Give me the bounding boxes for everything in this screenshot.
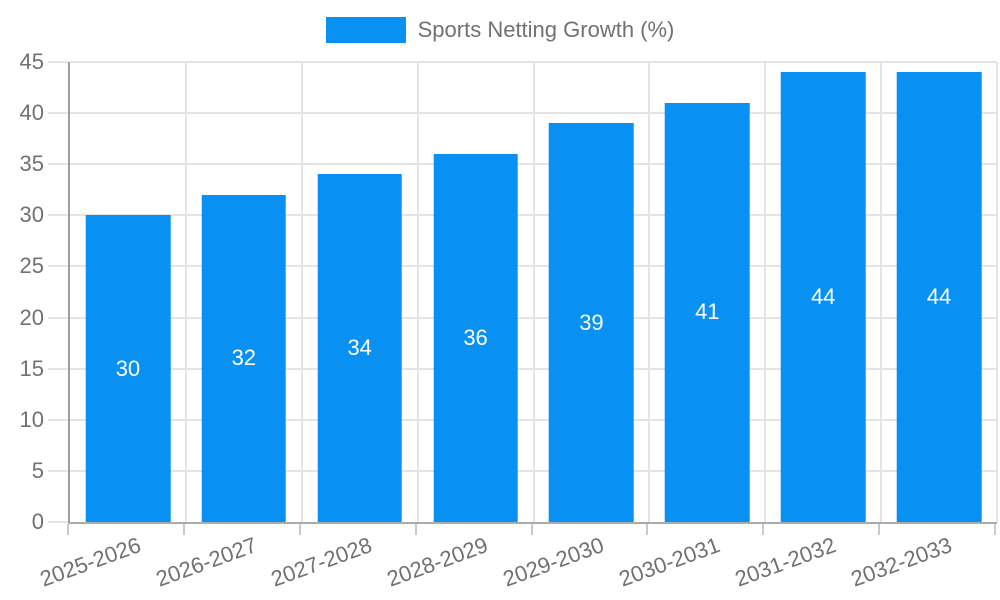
y-tick-label: 20 <box>19 304 44 330</box>
y-axis-tick <box>48 469 68 472</box>
bar-value-label: 32 <box>231 345 257 371</box>
gridline-v <box>996 62 998 522</box>
bar: 34 <box>317 174 402 522</box>
bar-value-label: 39 <box>579 309 604 335</box>
gridline-v <box>880 62 883 522</box>
x-tick-label: 2025-2026 <box>36 532 144 592</box>
gridline-v <box>764 62 767 522</box>
y-tick-label: 15 <box>19 355 44 381</box>
y-tick-label: 30 <box>19 202 44 228</box>
bar-value-label: 30 <box>115 355 141 381</box>
x-tick-label: 2027-2028 <box>268 532 376 592</box>
x-axis-tick <box>878 524 881 535</box>
x-axis-tick <box>67 524 69 535</box>
y-axis-tick <box>48 418 68 421</box>
y-axis-tick <box>48 521 68 523</box>
bar: 36 <box>433 154 518 522</box>
gridline-v <box>532 62 535 522</box>
gridline-v <box>184 62 187 522</box>
y-axis: 0 5 10 15 20 25 30 35 40 45 <box>0 51 68 533</box>
y-axis-tick <box>48 265 68 268</box>
y-tick-label: 0 <box>31 509 44 534</box>
bar-value-label: 44 <box>926 284 952 310</box>
legend[interactable]: Sports Netting Growth (%) <box>0 17 1000 43</box>
bar: 41 <box>665 102 750 522</box>
y-axis-tick <box>48 214 68 217</box>
x-axis: 2025-2026 2026-2027 2027-2028 2028-2029 2029… <box>36 524 996 600</box>
bar-value-label: 34 <box>347 335 372 361</box>
x-tick-label: 2026-2027 <box>152 532 260 592</box>
bar: 44 <box>896 72 982 522</box>
x-axis-tick <box>182 524 185 535</box>
x-axis-tick <box>762 524 765 535</box>
y-tick-label: 10 <box>19 406 44 432</box>
y-axis-tick <box>48 163 68 166</box>
bar-value-label: 36 <box>463 325 488 350</box>
x-tick-label: 2031-2032 <box>731 532 840 592</box>
y-tick-label: 45 <box>19 49 44 74</box>
x-axis-tick <box>414 524 417 535</box>
gridline-v <box>300 62 303 522</box>
y-axis-tick <box>48 316 68 319</box>
bar-value-label: 41 <box>695 299 720 325</box>
x-axis-tick <box>994 524 996 535</box>
y-tick-label: 25 <box>19 253 44 279</box>
x-tick-label: 2032-2033 <box>847 532 955 592</box>
x-axis-tick <box>298 524 301 535</box>
x-axis-tick <box>646 524 649 535</box>
legend-label: Sports Netting Growth (%) <box>417 17 675 42</box>
x-tick-label: 2028-2029 <box>384 532 492 592</box>
x-tick-label: 2030-2031 <box>615 532 724 592</box>
bar: 32 <box>201 194 287 522</box>
bar: 44 <box>780 72 866 522</box>
plot-area: 30 32 34 36 39 41 44 44 <box>68 61 998 524</box>
y-tick-label: 40 <box>19 100 44 126</box>
y-tick-label: 5 <box>31 457 44 483</box>
y-axis-tick <box>48 367 68 370</box>
x-axis-tick <box>530 524 533 535</box>
x-tick-label: 2029-2030 <box>499 532 608 592</box>
gridline-v <box>648 62 651 522</box>
y-axis-tick <box>48 61 68 63</box>
y-tick-label: 35 <box>19 151 44 177</box>
gridline-v <box>416 62 419 522</box>
bar: 39 <box>549 123 634 522</box>
bar-value-label: 44 <box>810 284 836 310</box>
legend-swatch <box>325 17 406 43</box>
bar: 30 <box>85 215 171 522</box>
y-axis-tick <box>48 112 68 115</box>
